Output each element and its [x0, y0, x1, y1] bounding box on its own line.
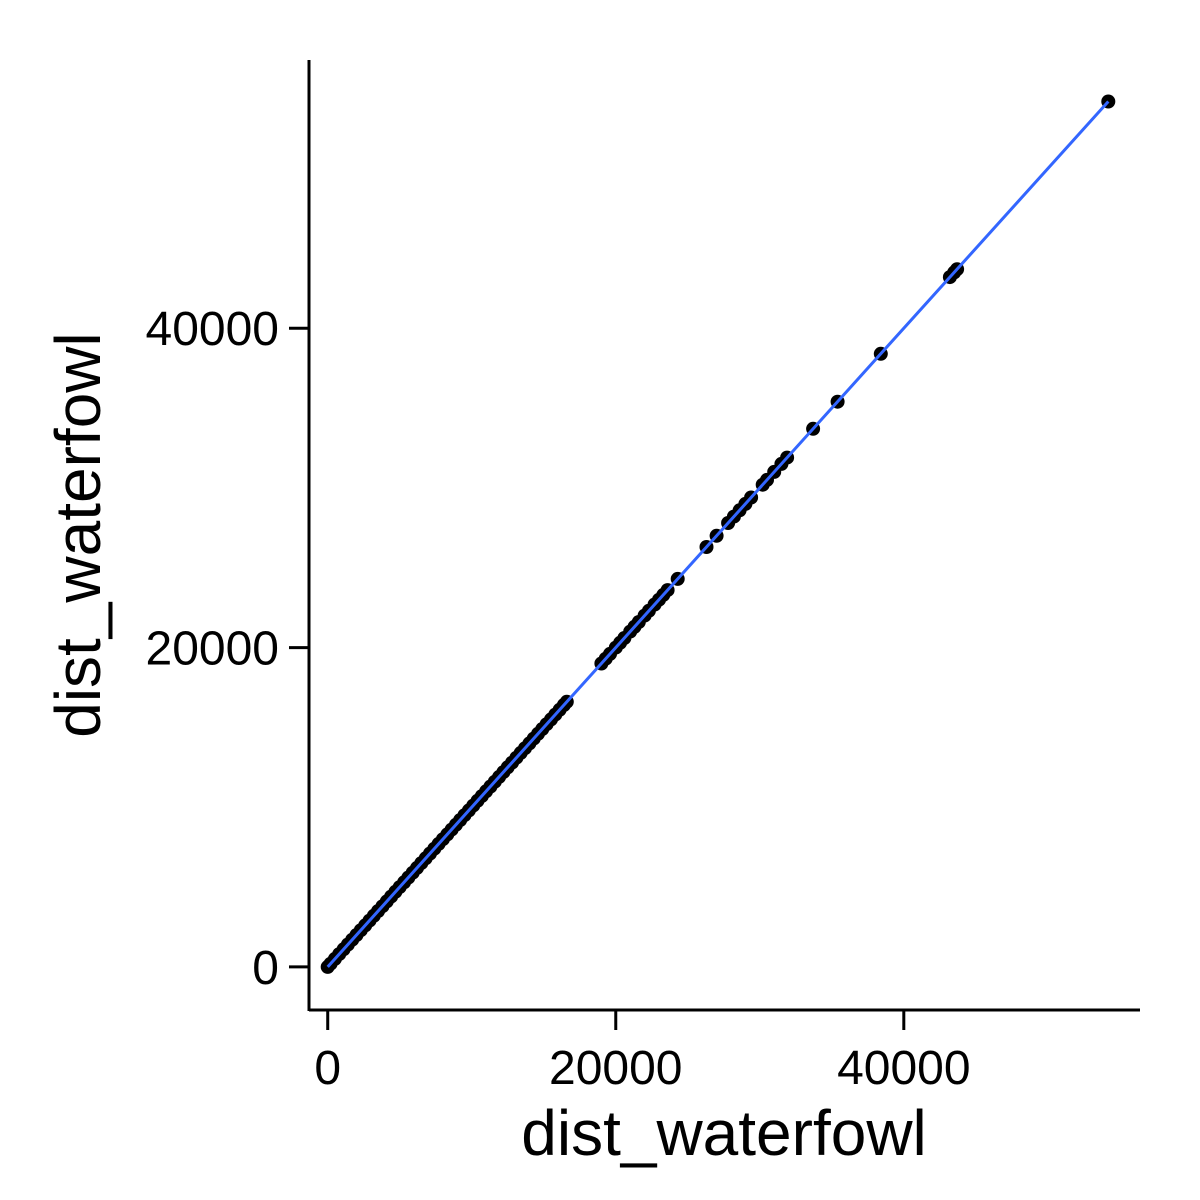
y-axis-ticks: 0 20000 40000 — [146, 303, 309, 995]
x-axis-ticks: 0 20000 40000 — [314, 1010, 971, 1095]
y-tick-label: 20000 — [146, 623, 279, 676]
x-tick-label: 40000 — [837, 1042, 970, 1095]
fit-line — [326, 100, 1110, 968]
x-tick-label: 0 — [314, 1042, 341, 1095]
x-tick-label: 20000 — [549, 1042, 682, 1095]
x-axis-title: dist_waterfowl — [521, 1097, 927, 1169]
y-axis-title: dist_waterfowl — [42, 332, 114, 738]
y-tick-label: 0 — [252, 942, 279, 995]
y-tick-label: 40000 — [146, 303, 279, 356]
